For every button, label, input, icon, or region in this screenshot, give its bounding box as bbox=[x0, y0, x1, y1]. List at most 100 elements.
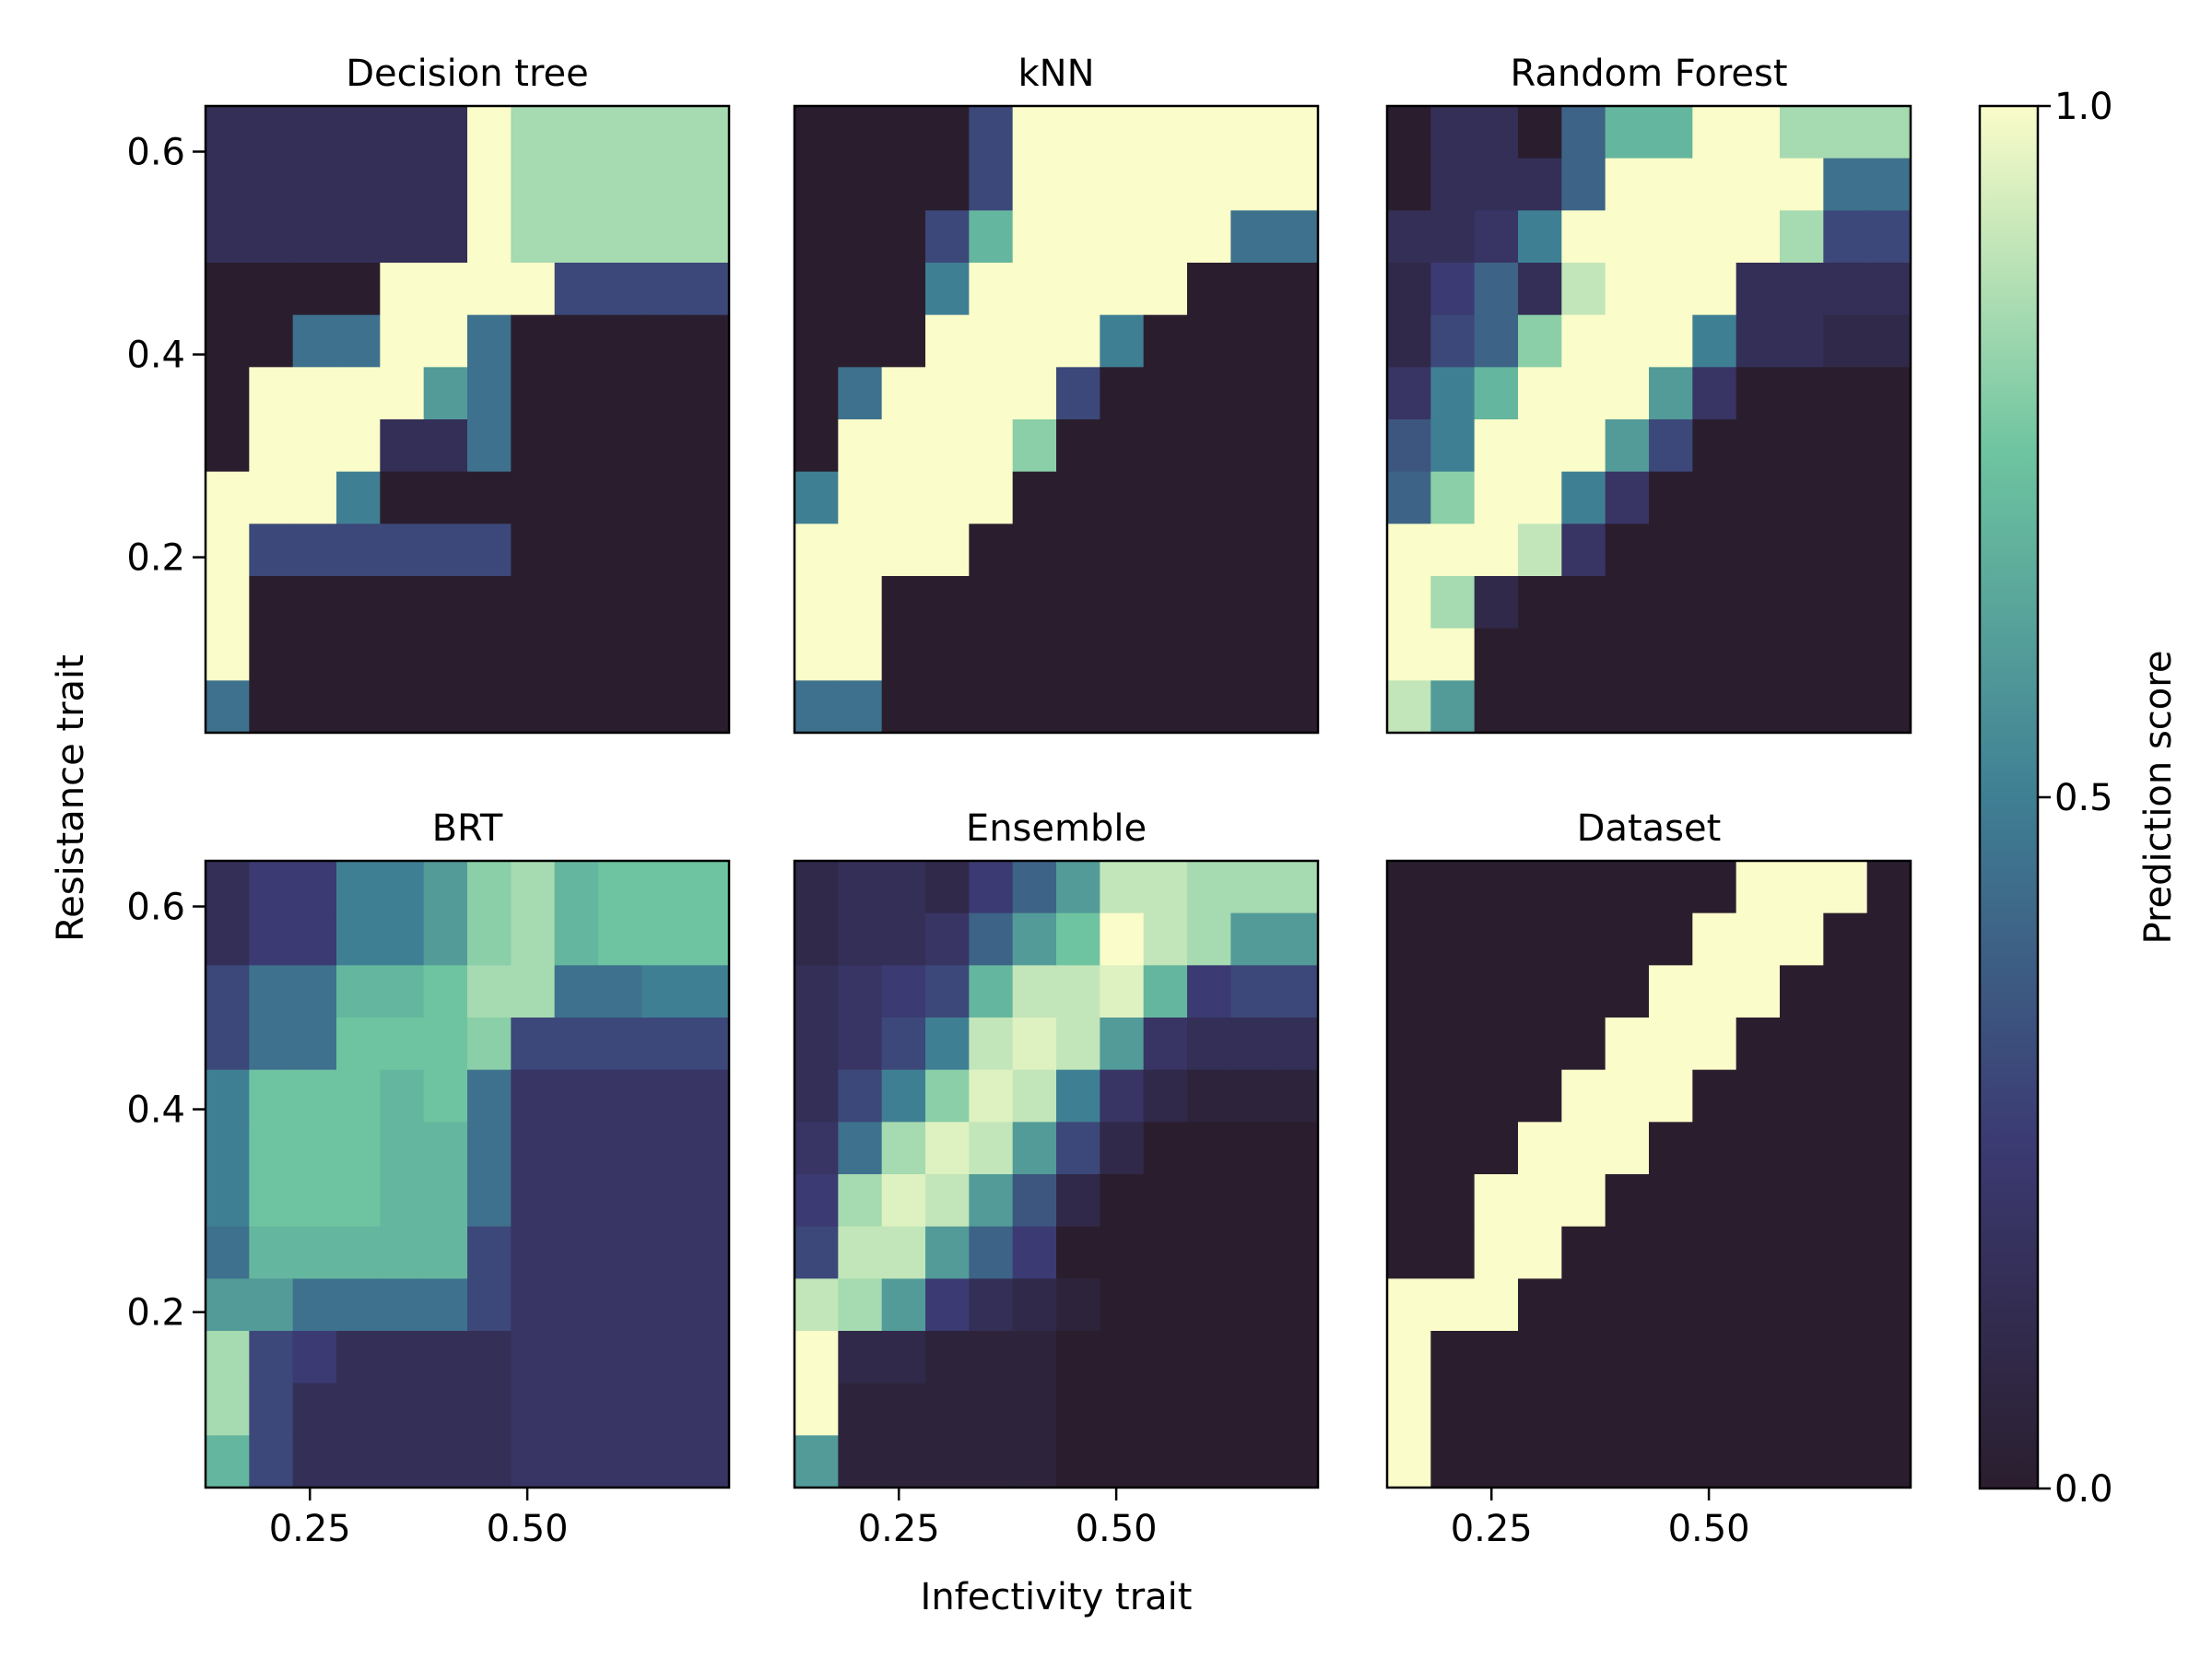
heatmap-cell bbox=[1518, 680, 1562, 734]
heatmap-cell bbox=[423, 263, 468, 316]
heatmap-cell bbox=[925, 1174, 970, 1228]
heatmap-cell bbox=[1274, 912, 1319, 966]
heatmap-cell bbox=[1605, 524, 1650, 577]
heatmap-cell bbox=[1735, 1435, 1781, 1488]
heatmap-cell bbox=[641, 1122, 687, 1175]
heatmap-cell bbox=[1649, 1435, 1693, 1488]
heatmap-cell bbox=[1387, 628, 1431, 681]
heatmap-cell bbox=[1780, 367, 1824, 420]
heatmap-cell bbox=[1692, 367, 1737, 420]
heatmap-cell bbox=[1823, 263, 1868, 316]
heatmap-cell bbox=[1230, 861, 1276, 914]
heatmap-cell bbox=[292, 1435, 337, 1488]
heatmap-cell bbox=[423, 158, 468, 211]
heatmap-cell bbox=[881, 314, 926, 368]
heatmap-cell bbox=[1143, 1174, 1188, 1228]
heatmap-cell bbox=[336, 965, 381, 1018]
heatmap-cell bbox=[554, 1122, 599, 1175]
heatmap-cell bbox=[249, 861, 294, 914]
heatmap-cell bbox=[1274, 1122, 1319, 1175]
heatmap-cell bbox=[1056, 158, 1100, 211]
heatmap-cell bbox=[249, 628, 294, 681]
heatmap-cell bbox=[598, 965, 642, 1018]
heatmap-cell bbox=[467, 1435, 512, 1488]
heatmap-cell bbox=[1866, 210, 1912, 264]
heatmap-cell bbox=[838, 680, 883, 734]
heatmap-cell bbox=[1780, 861, 1824, 914]
heatmap-cell bbox=[336, 158, 381, 211]
heatmap-cell bbox=[641, 1226, 687, 1279]
heatmap-cell bbox=[1143, 1382, 1188, 1436]
heatmap-cell bbox=[511, 628, 556, 681]
heatmap-cell bbox=[206, 1122, 250, 1175]
heatmap-cell bbox=[1230, 524, 1276, 577]
heatmap-cell bbox=[380, 106, 425, 159]
heatmap-cell bbox=[685, 471, 730, 524]
heatmap-cell bbox=[1692, 263, 1737, 316]
heatmap-cell bbox=[467, 263, 512, 316]
heatmap-cell bbox=[1143, 1069, 1188, 1123]
heatmap-cell bbox=[511, 263, 556, 316]
heatmap-cell bbox=[1187, 1018, 1231, 1071]
heatmap-cell bbox=[423, 1122, 468, 1175]
heatmap-cell bbox=[1780, 1122, 1824, 1175]
heatmap-cell bbox=[1430, 680, 1476, 734]
heatmap-cell bbox=[467, 1226, 512, 1279]
heatmap-cell bbox=[1100, 680, 1145, 734]
heatmap-cell bbox=[598, 1331, 642, 1384]
heatmap-cell bbox=[206, 1018, 250, 1071]
panel-title: Ensemble bbox=[966, 807, 1147, 850]
heatmap-cell bbox=[249, 1382, 294, 1436]
heatmap-cell bbox=[467, 680, 512, 734]
heatmap-cell bbox=[925, 367, 970, 420]
heatmap-cell bbox=[1605, 263, 1650, 316]
heatmap-cell bbox=[598, 628, 642, 681]
heatmap-cell bbox=[1143, 210, 1188, 264]
heatmap-cell bbox=[598, 1122, 642, 1175]
heatmap-cell bbox=[1100, 1278, 1145, 1332]
heatmap-cell bbox=[969, 1069, 1014, 1123]
heatmap-cell bbox=[511, 471, 556, 524]
heatmap-cell bbox=[1012, 680, 1057, 734]
heatmap-cell bbox=[1387, 965, 1431, 1018]
colorbar-tick-label: 0.0 bbox=[2054, 1468, 2113, 1511]
heatmap-cell bbox=[292, 158, 337, 211]
heatmap-cell bbox=[554, 965, 599, 1018]
heatmap-cell bbox=[1274, 680, 1319, 734]
heatmap-cell bbox=[925, 210, 970, 264]
heatmap-cell bbox=[467, 1278, 512, 1332]
heatmap-cell bbox=[1187, 965, 1231, 1018]
heatmap-cell bbox=[925, 628, 970, 681]
heatmap-cell bbox=[1430, 471, 1476, 524]
heatmap-cell bbox=[1780, 1018, 1824, 1071]
heatmap-cell bbox=[1100, 1226, 1145, 1279]
x-tick-label: 0.25 bbox=[858, 1508, 940, 1550]
heatmap-cell bbox=[641, 576, 687, 629]
heatmap-cell bbox=[1692, 680, 1737, 734]
heatmap-cell bbox=[1187, 1331, 1231, 1384]
heatmap-cell bbox=[685, 628, 730, 681]
heatmap-cell bbox=[1012, 1382, 1057, 1436]
heatmap-cell bbox=[206, 1226, 250, 1279]
heatmap-cell bbox=[206, 263, 250, 316]
heatmap-cell bbox=[206, 1278, 250, 1332]
heatmap-cell bbox=[1056, 628, 1100, 681]
heatmap-cell bbox=[336, 576, 381, 629]
heatmap-cell bbox=[249, 1435, 294, 1488]
heatmap-cell bbox=[1605, 1122, 1650, 1175]
heatmap-cell bbox=[292, 314, 337, 368]
heatmap-cell bbox=[1274, 471, 1319, 524]
heatmap-cell bbox=[1143, 1435, 1188, 1488]
heatmap-cell bbox=[925, 1278, 970, 1332]
heatmap-cell bbox=[925, 1226, 970, 1279]
heatmap-cell bbox=[206, 576, 250, 629]
heatmap-cell bbox=[423, 1382, 468, 1436]
heatmap-cell bbox=[206, 680, 250, 734]
heatmap-cell bbox=[511, 1018, 556, 1071]
heatmap-cell bbox=[423, 1174, 468, 1228]
heatmap-cell bbox=[206, 965, 250, 1018]
heatmap-cell bbox=[423, 680, 468, 734]
heatmap-cell bbox=[685, 1278, 730, 1332]
heatmap-cell bbox=[292, 1382, 337, 1436]
heatmap-cell bbox=[838, 263, 883, 316]
